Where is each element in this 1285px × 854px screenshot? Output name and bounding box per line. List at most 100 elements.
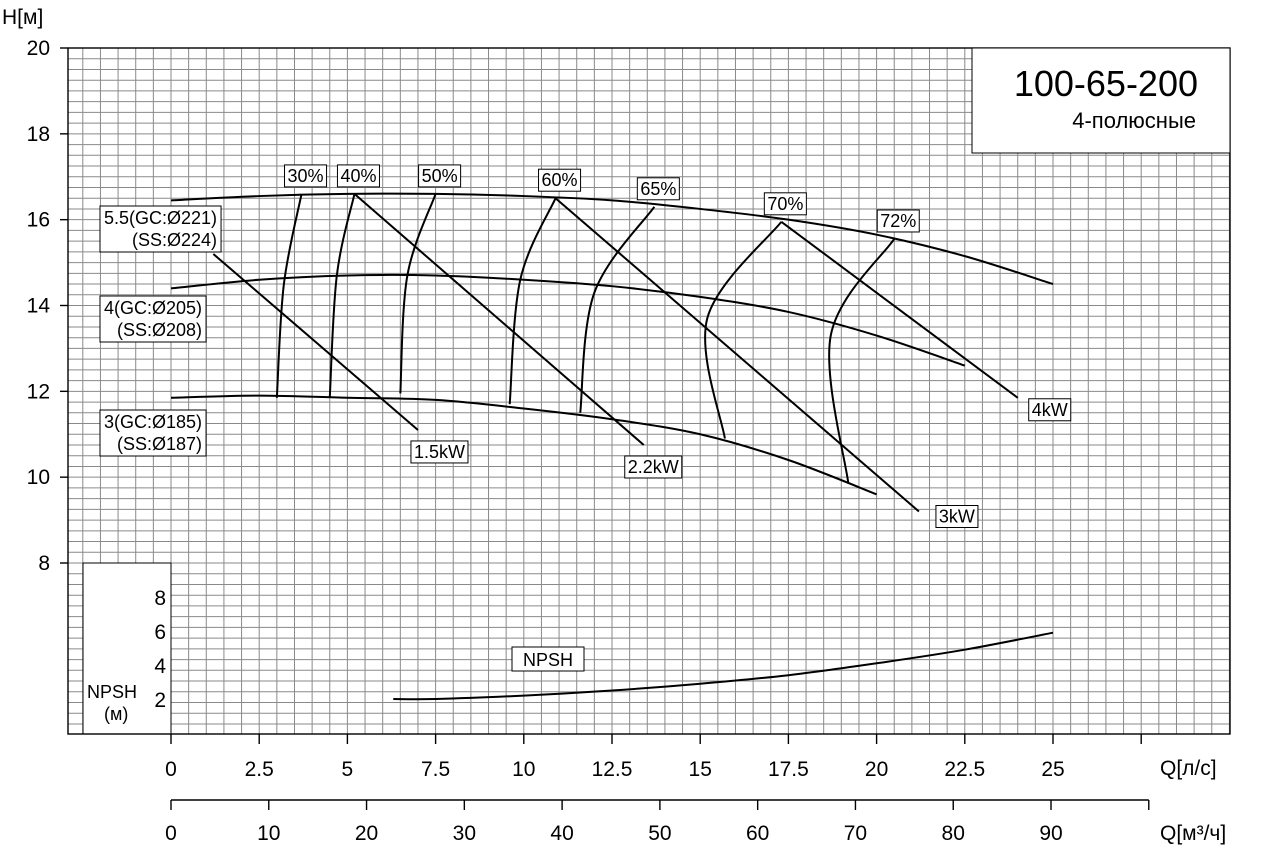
- y-tick-label: 16: [27, 209, 50, 232]
- power-label-text: 1.5kW: [414, 442, 465, 462]
- y-tick-label: 20: [27, 37, 50, 60]
- efficiency-label-text: 72%: [880, 211, 916, 231]
- efficiency-label-text: 50%: [422, 166, 458, 186]
- x2-tick-label: 60: [746, 822, 769, 845]
- y-tick-label: 8: [38, 552, 50, 575]
- head-curve-4: [170, 273, 966, 367]
- power-line: [780, 221, 1019, 399]
- impeller-label-4: 4(GC:Ø205)(SS:Ø208): [99, 295, 207, 343]
- efficiency-label: 70%: [763, 192, 807, 216]
- x-tick-label: 7.5: [421, 758, 450, 781]
- npsh-curve-label: NPSH: [523, 650, 573, 670]
- efficiency-label: 40%: [336, 164, 380, 188]
- x-tick-label: 17.5: [768, 758, 809, 781]
- efficiency-label-text: 60%: [542, 170, 578, 190]
- y-tick-label: 12: [27, 380, 50, 403]
- npsh-axis-title: NPSH: [87, 682, 137, 702]
- efficiency-label-text: 40%: [340, 166, 376, 186]
- x-tick-label: 15: [689, 758, 712, 781]
- power-label-text: 2.2kW: [628, 457, 679, 477]
- x2-tick-label: 80: [942, 822, 965, 845]
- efficiency-label: 50%: [418, 164, 462, 188]
- impeller-label-line2: (SS:Ø208): [117, 320, 202, 340]
- efficiency-label: 65%: [636, 177, 680, 201]
- npsh-panel: [82, 562, 172, 735]
- x2-tick-label: 90: [1039, 822, 1062, 845]
- x-tick-label: 2.5: [245, 758, 274, 781]
- x-tick-label: 20: [865, 758, 888, 781]
- x2-tick-label: 40: [550, 822, 573, 845]
- efficiency-curve: [508, 197, 557, 405]
- impeller-label-box: [99, 409, 207, 457]
- impeller-label-line2: (SS:Ø224): [132, 230, 217, 250]
- efficiency-curve: [328, 193, 356, 398]
- efficiency-curve: [579, 206, 656, 413]
- y-tick-label: 10: [27, 466, 50, 489]
- power-label: 2.2kW: [624, 455, 683, 479]
- power-line: [554, 197, 920, 513]
- efficiency-label-box: [336, 164, 380, 188]
- npsh-curve-label-box: [511, 646, 585, 672]
- power-label: 1.5kW: [410, 440, 469, 464]
- chart-subtitle: 4-полюсные: [1072, 108, 1196, 133]
- power-line: [212, 253, 419, 431]
- power-label-text: 4kW: [1032, 400, 1068, 420]
- power-label-box: [410, 440, 469, 464]
- impeller-label-line1: 5.5(GC:Ø221): [104, 208, 217, 228]
- x2-axis-title: Q[м³/ч]: [1160, 822, 1226, 845]
- power-label: 3kW: [935, 505, 979, 528]
- efficiency-label: 30%: [284, 164, 328, 188]
- x-axis-title: Q[л/с]: [1160, 757, 1217, 780]
- efficiency-labels: 30% 40% 50% 60% 65% 70% 72%: [284, 164, 920, 233]
- power-label-box: [935, 505, 979, 528]
- impeller-label-line2: (SS:Ø187): [117, 434, 202, 454]
- npsh-tick-label: 4: [154, 655, 166, 678]
- efficiency-label: 72%: [876, 209, 920, 233]
- npsh-tick-label: 8: [154, 587, 166, 610]
- head-curve-5.5: [170, 192, 1054, 285]
- x-tick-label: 0: [165, 758, 177, 781]
- efficiency-label-box: [636, 177, 680, 201]
- x2-tick-label: 70: [844, 822, 867, 845]
- efficiency-label-box: [876, 209, 920, 233]
- head-curve-3: [170, 394, 877, 496]
- efficiency-label-box: [763, 192, 807, 216]
- efficiency-label-box: [418, 164, 462, 188]
- impeller-label-line1: 4(GC:Ø205): [104, 298, 202, 318]
- efficiency-curve: [704, 221, 783, 439]
- y-axis-title: H[м]: [2, 6, 43, 29]
- power-label-box: [1028, 398, 1072, 422]
- x-tick-label: 22.5: [944, 758, 985, 781]
- x2-tick-label: 50: [648, 822, 671, 845]
- efficiency-curve: [399, 193, 437, 394]
- npsh-axis-unit: (м): [104, 704, 128, 724]
- chart-curves: [170, 192, 1054, 701]
- power-line: [353, 193, 645, 446]
- impeller-label-box: [99, 295, 207, 343]
- impeller-labels: 5.5(GC:Ø221)(SS:Ø224) 4(GC:Ø205)(SS:Ø208)…: [99, 205, 222, 457]
- efficiency-label-box: [538, 168, 582, 192]
- x2-tick-label: 20: [355, 822, 378, 845]
- chart-title: 100-65-200: [1014, 63, 1198, 104]
- x-tick-label: 5: [342, 758, 354, 781]
- x2-tick-label: 30: [453, 822, 476, 845]
- power-label-box: [624, 455, 683, 479]
- impeller-label-line1: 3(GC:Ø185): [104, 412, 202, 432]
- impeller-label-5.5: 5.5(GC:Ø221)(SS:Ø224): [99, 205, 222, 253]
- x2-tick-label: 10: [257, 822, 280, 845]
- efficiency-label-text: 30%: [288, 166, 324, 186]
- efficiency-label-box: [284, 164, 328, 188]
- x-tick-label: 12.5: [592, 758, 633, 781]
- npsh-tick-label: 2: [154, 689, 166, 712]
- power-label: 4kW: [1028, 398, 1072, 422]
- impeller-label-3: 3(GC:Ø185)(SS:Ø187): [99, 409, 207, 457]
- x-tick-label: 10: [512, 758, 535, 781]
- npsh-curve: [393, 631, 1054, 701]
- title-box: [971, 47, 1231, 154]
- efficiency-label-text: 65%: [640, 179, 676, 199]
- efficiency-curve: [828, 238, 896, 484]
- power-label-text: 3kW: [939, 507, 975, 527]
- npsh-tick-label: 6: [154, 621, 166, 644]
